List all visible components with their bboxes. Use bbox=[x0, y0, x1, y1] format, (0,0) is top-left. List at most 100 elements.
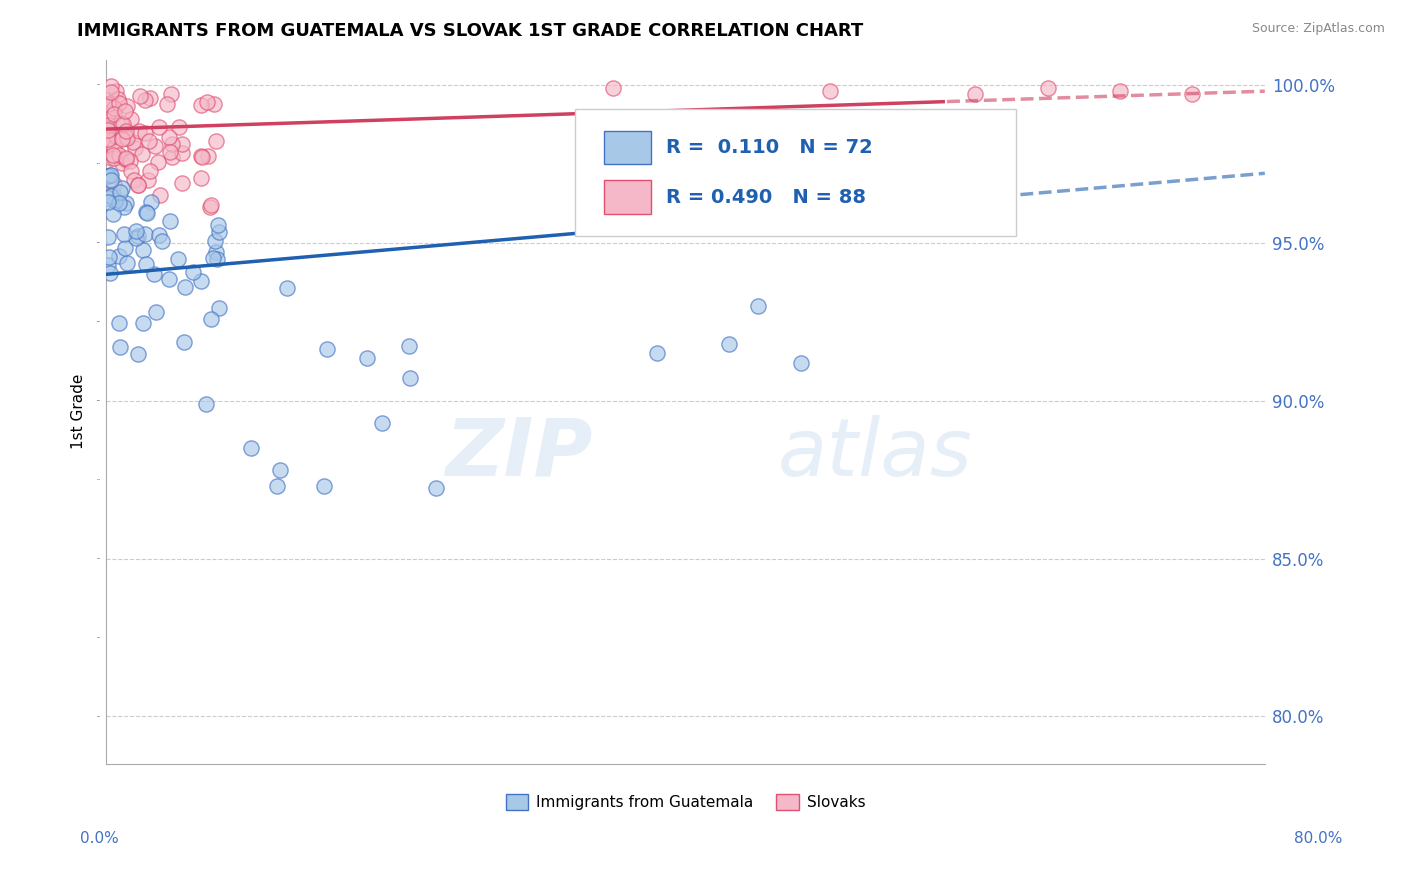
Point bbox=[111, 156, 134, 170]
Point bbox=[266, 479, 288, 493]
Point bbox=[97, 106, 120, 120]
Point bbox=[820, 84, 842, 98]
Point bbox=[98, 168, 121, 182]
Point bbox=[717, 336, 740, 351]
Point bbox=[204, 96, 226, 111]
Point bbox=[148, 227, 170, 242]
Text: 0.0%: 0.0% bbox=[80, 831, 120, 846]
Point bbox=[190, 97, 212, 112]
Point bbox=[143, 267, 166, 281]
Point bbox=[195, 95, 218, 110]
Point bbox=[148, 120, 170, 134]
Point bbox=[645, 346, 668, 360]
Point bbox=[134, 94, 156, 108]
Point bbox=[100, 168, 122, 182]
Point bbox=[131, 147, 153, 161]
Point bbox=[98, 99, 121, 113]
Point bbox=[399, 371, 422, 385]
Point bbox=[276, 280, 298, 294]
Point bbox=[202, 251, 225, 265]
Point bbox=[200, 200, 222, 214]
Point bbox=[207, 252, 229, 266]
Point bbox=[115, 124, 138, 138]
Point bbox=[112, 200, 135, 214]
Point bbox=[172, 137, 194, 152]
Text: 80.0%: 80.0% bbox=[1295, 831, 1343, 846]
Point bbox=[114, 241, 136, 255]
Point bbox=[125, 231, 148, 245]
Point bbox=[167, 252, 190, 267]
Point bbox=[98, 266, 121, 280]
Point bbox=[98, 95, 121, 110]
Point bbox=[112, 117, 135, 131]
Point bbox=[115, 99, 138, 113]
Point bbox=[169, 120, 191, 134]
Point bbox=[131, 243, 153, 257]
Point bbox=[98, 118, 121, 132]
Point bbox=[135, 257, 157, 271]
Y-axis label: 1st Grade: 1st Grade bbox=[72, 374, 86, 450]
Point bbox=[118, 154, 141, 169]
Point bbox=[200, 198, 222, 212]
Point bbox=[105, 84, 128, 98]
Point bbox=[103, 106, 125, 120]
Point bbox=[136, 206, 159, 220]
Point bbox=[110, 115, 132, 129]
Point bbox=[110, 340, 132, 354]
Point bbox=[122, 172, 145, 186]
Point bbox=[111, 181, 134, 195]
Point bbox=[159, 87, 181, 101]
Point bbox=[157, 272, 180, 286]
Point bbox=[159, 214, 181, 228]
Point bbox=[100, 107, 122, 121]
Point bbox=[110, 185, 132, 199]
Point bbox=[127, 178, 149, 192]
Point bbox=[139, 163, 162, 178]
Point bbox=[100, 95, 122, 110]
Point bbox=[108, 316, 131, 330]
Point bbox=[148, 154, 170, 169]
Point bbox=[160, 136, 183, 151]
Point bbox=[157, 129, 180, 144]
FancyBboxPatch shape bbox=[575, 109, 1015, 235]
Point bbox=[190, 170, 212, 185]
Point bbox=[174, 280, 197, 294]
Point bbox=[747, 299, 769, 313]
Point bbox=[240, 441, 263, 455]
Point bbox=[100, 188, 122, 202]
Point bbox=[97, 136, 120, 150]
Point bbox=[127, 228, 149, 243]
Point bbox=[101, 148, 124, 162]
Text: R =  0.110   N = 72: R = 0.110 N = 72 bbox=[666, 138, 873, 157]
Point bbox=[1109, 84, 1132, 98]
Point bbox=[190, 274, 212, 288]
Point bbox=[135, 204, 157, 219]
Point bbox=[97, 258, 120, 272]
Point bbox=[181, 265, 204, 279]
Point bbox=[97, 123, 120, 137]
Point bbox=[204, 234, 226, 248]
Point bbox=[97, 132, 120, 146]
Point bbox=[190, 148, 212, 162]
Point bbox=[97, 194, 120, 209]
Point bbox=[97, 230, 120, 244]
Point bbox=[97, 250, 120, 264]
Point bbox=[965, 87, 987, 102]
Point bbox=[194, 397, 217, 411]
Text: atlas: atlas bbox=[778, 415, 973, 493]
Point bbox=[200, 312, 222, 326]
Point bbox=[356, 351, 378, 366]
Point bbox=[115, 196, 138, 211]
Point bbox=[149, 188, 172, 202]
Point bbox=[111, 132, 134, 146]
Point bbox=[139, 91, 162, 105]
Point bbox=[97, 114, 120, 128]
Point bbox=[398, 339, 420, 353]
Point bbox=[120, 164, 142, 178]
Point bbox=[112, 227, 135, 241]
Point bbox=[136, 173, 159, 187]
Point bbox=[97, 169, 120, 184]
Point bbox=[107, 250, 129, 264]
Point bbox=[97, 191, 120, 205]
Text: ZIP: ZIP bbox=[446, 415, 593, 493]
